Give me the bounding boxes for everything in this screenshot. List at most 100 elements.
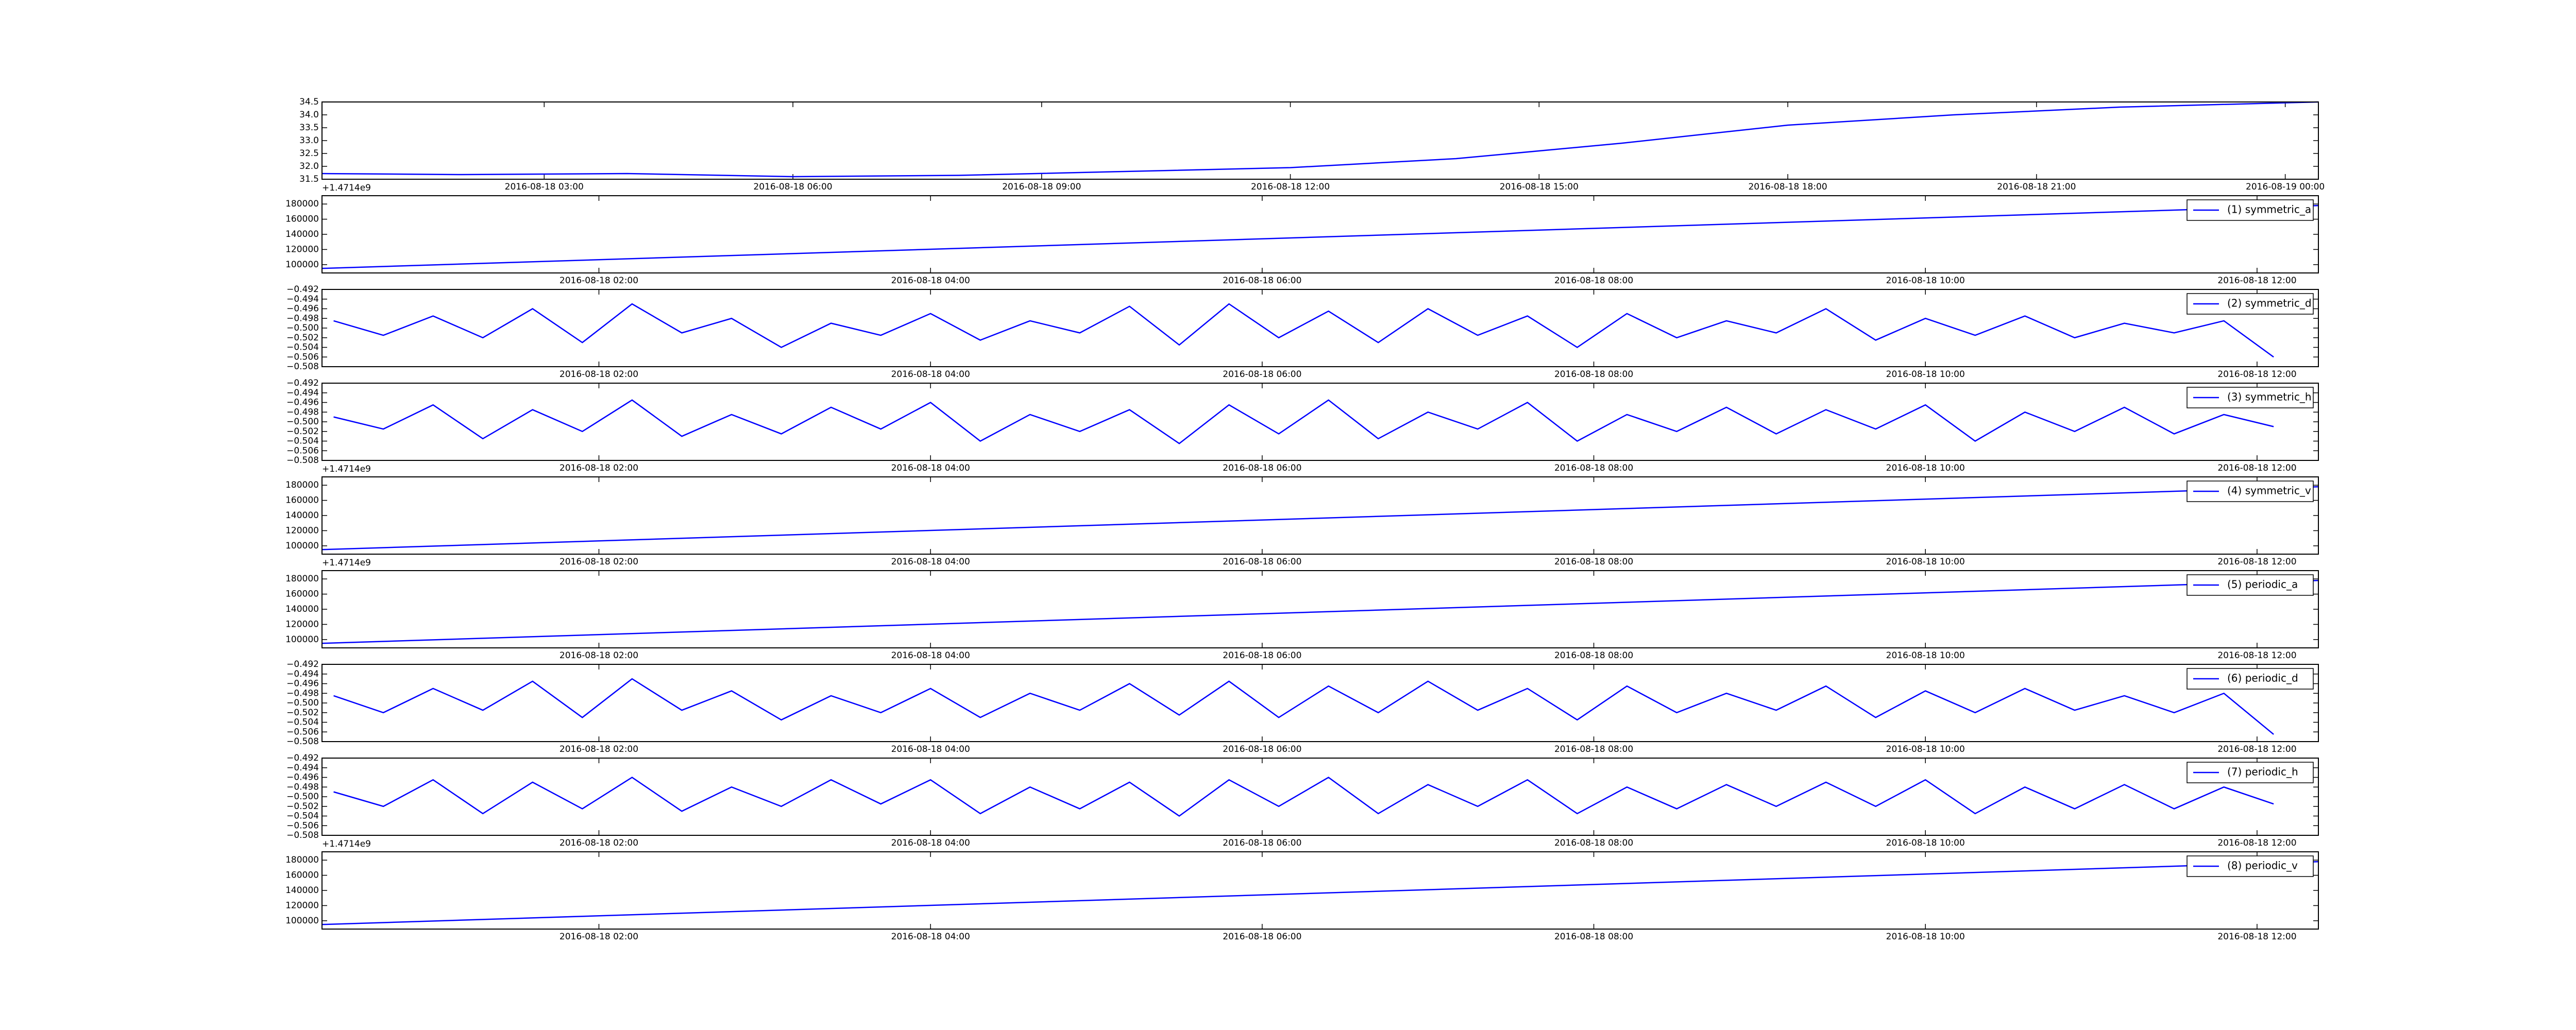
x-tick-label: 2016-08-18 08:00 <box>1554 650 1633 661</box>
y-tick-label: 34.0 <box>299 110 319 120</box>
y-tick-label: −0.492 <box>286 753 319 763</box>
x-tick-label: 2016-08-18 02:00 <box>560 932 638 942</box>
legend-label: (6) periodic_d <box>2227 672 2298 684</box>
axes: −0.508−0.506−0.504−0.502−0.500−0.498−0.4… <box>286 659 2319 754</box>
y-tick-label: −0.508 <box>286 830 319 840</box>
y-tick-label: −0.508 <box>286 455 319 466</box>
y-tick-label: 160000 <box>285 589 319 599</box>
x-tick-label: 2016-08-18 02:00 <box>560 838 638 848</box>
y-tick-label: −0.498 <box>286 313 319 323</box>
y-tick-label: 140000 <box>285 229 319 239</box>
x-tick-label: 2016-08-18 04:00 <box>891 557 970 567</box>
y-tick-label: −0.496 <box>286 679 319 689</box>
x-tick-label: 2016-08-18 06:00 <box>1223 838 1301 848</box>
y-tick-label: −0.500 <box>286 698 319 708</box>
y-tick-label: 34.5 <box>299 97 319 107</box>
x-tick-label: 2016-08-18 04:00 <box>891 369 970 380</box>
x-tick-label: 2016-08-18 10:00 <box>1886 838 1965 848</box>
offset-text: +1.4714e9 <box>322 464 371 474</box>
x-tick-label: 2016-08-18 08:00 <box>1554 276 1633 286</box>
y-tick-label: −0.502 <box>286 801 319 812</box>
y-tick-label: 100000 <box>285 260 319 270</box>
x-tick-label: 2016-08-18 06:00 <box>1223 276 1301 286</box>
x-tick-label: 2016-08-18 06:00 <box>1223 932 1301 942</box>
x-tick-label: 2016-08-18 10:00 <box>1886 744 1965 754</box>
y-tick-label: −0.506 <box>286 352 319 362</box>
legend-label: (1) symmetric_a <box>2227 203 2311 216</box>
x-tick-label: 2016-08-18 12:00 <box>2217 369 2296 380</box>
y-tick-label: 140000 <box>285 885 319 896</box>
y-tick-label: −0.506 <box>286 727 319 737</box>
data-line <box>321 579 2319 644</box>
y-tick-label: 100000 <box>285 541 319 551</box>
y-tick-label: −0.498 <box>286 782 319 792</box>
y-tick-label: 180000 <box>285 574 319 584</box>
axes-frame <box>321 476 2319 555</box>
x-tick-label: 2016-08-18 12:00 <box>2217 932 2296 942</box>
axes-frame <box>321 289 2319 367</box>
y-tick-label: −0.500 <box>286 417 319 427</box>
x-tick-label: 2016-08-18 06:00 <box>1223 650 1301 661</box>
axes-frame <box>321 570 2319 648</box>
legend-label: (5) periodic_a <box>2227 578 2298 591</box>
y-tick-label: −0.502 <box>286 708 319 718</box>
axes: 31.5 32.0 32.5 33.0 33.5 34.0 34.5 2016-08-18 0… <box>299 97 2325 193</box>
x-tick-label: 2016-08-18 02:00 <box>560 557 638 567</box>
y-tick-label: −0.502 <box>286 333 319 343</box>
x-tick-label: 2016-08-18 06:00 <box>753 182 832 192</box>
x-tick-label: 2016-08-18 03:00 <box>505 182 584 192</box>
data-line <box>321 101 2319 178</box>
y-tick-label: −0.498 <box>286 407 319 417</box>
x-tick-label: 2016-08-18 06:00 <box>1223 557 1301 567</box>
y-tick-label: −0.494 <box>286 669 319 679</box>
axes: 100000 120000 140000 160000 180000 2016-08-18… <box>285 570 2319 661</box>
y-tick-label: −0.504 <box>286 436 319 447</box>
y-tick-label: 33.0 <box>299 135 319 146</box>
y-tick-label: 160000 <box>285 495 319 506</box>
x-tick-label: 2016-08-18 12:00 <box>2217 557 2296 567</box>
y-tick-label: −0.494 <box>286 388 319 398</box>
x-tick-label: 2016-08-18 04:00 <box>891 744 970 754</box>
y-tick-label: 160000 <box>285 870 319 881</box>
y-tick-label: 140000 <box>285 510 319 521</box>
y-tick-label: 180000 <box>285 855 319 865</box>
y-tick-label: 32.5 <box>299 148 319 159</box>
y-tick-label: 180000 <box>285 199 319 209</box>
y-tick-label: −0.504 <box>286 811 319 821</box>
x-tick-label: 2016-08-18 18:00 <box>1748 182 1827 192</box>
offset-text: +1.4714e9 <box>322 558 371 568</box>
y-tick-label: 120000 <box>285 619 319 629</box>
offset-text: +1.4714e9 <box>322 839 371 849</box>
y-tick-label: 31.5 <box>299 174 319 184</box>
y-tick-label: −0.506 <box>286 445 319 456</box>
axes-frame <box>321 851 2319 930</box>
x-tick-label: 2016-08-18 06:00 <box>1223 369 1301 380</box>
y-tick-label: 100000 <box>285 634 319 645</box>
legend-label: (8) periodic_v <box>2227 860 2298 872</box>
data-line <box>333 399 2274 444</box>
x-tick-label: 2016-08-18 08:00 <box>1554 463 1633 473</box>
y-tick-label: 120000 <box>285 244 319 254</box>
x-tick-label: 2016-08-18 06:00 <box>1223 744 1301 754</box>
axes-frame <box>321 758 2319 836</box>
axes: 100000 120000 140000 160000 180000 2016-08-18… <box>285 195 2319 286</box>
y-tick-label: 120000 <box>285 525 319 536</box>
y-tick-label: 33.5 <box>299 123 319 133</box>
x-tick-label: 2016-08-18 21:00 <box>1997 182 2076 192</box>
y-tick-label: −0.492 <box>286 378 319 388</box>
x-tick-label: 2016-08-18 10:00 <box>1886 369 1965 380</box>
y-tick-label: 100000 <box>285 916 319 926</box>
y-tick-label: −0.496 <box>286 398 319 408</box>
y-tick-label: 140000 <box>285 604 319 614</box>
x-tick-label: 2016-08-18 08:00 <box>1554 932 1633 942</box>
x-tick-label: 2016-08-18 02:00 <box>560 369 638 380</box>
y-tick-label: −0.500 <box>286 792 319 802</box>
x-tick-label: 2016-08-18 08:00 <box>1554 557 1633 567</box>
y-tick-label: −0.508 <box>286 736 319 747</box>
x-tick-label: 2016-08-18 04:00 <box>891 932 970 942</box>
y-tick-label: 120000 <box>285 900 319 911</box>
y-tick-label: 32.0 <box>299 161 319 171</box>
y-tick-label: −0.508 <box>286 362 319 372</box>
y-tick-label: −0.492 <box>286 659 319 670</box>
